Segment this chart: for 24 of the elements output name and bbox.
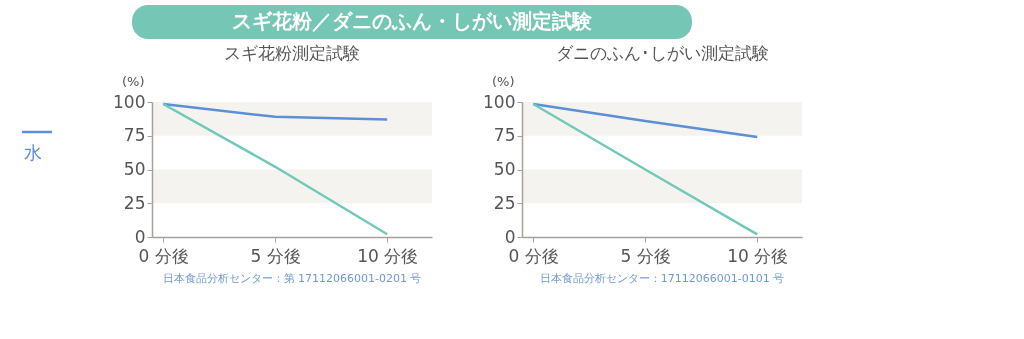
x-tick-label: 5 分後 bbox=[620, 245, 671, 266]
chart-title: ダニのふん･しがい測定試験 bbox=[555, 43, 769, 63]
y-tick-label: 100 bbox=[113, 91, 146, 112]
y-tick-label: 25 bbox=[493, 192, 516, 213]
y-tick-label: 0 bbox=[134, 226, 146, 247]
legend-label: 水 bbox=[24, 142, 42, 163]
y-tick-label: 50 bbox=[493, 159, 516, 179]
y-tick-label: 75 bbox=[123, 125, 146, 146]
y-tick-label: 100 bbox=[483, 91, 516, 112]
text: スギ花粉／ダニのふん・しがい測定試験 bbox=[232, 9, 593, 33]
x-tick-label: 0 分後 bbox=[138, 245, 189, 266]
y-tick-label: 50 bbox=[123, 159, 146, 179]
x-tick-label: 0 分後 bbox=[508, 245, 559, 266]
text: 日本食品分析センター：17112066001-0101 号 bbox=[539, 272, 785, 285]
chart-title: スギ花粉測定試験 bbox=[224, 43, 360, 63]
y-axis-title: (%) bbox=[492, 73, 515, 89]
y-tick-label: 75 bbox=[493, 125, 516, 146]
y-tick-label: 0 bbox=[504, 226, 516, 247]
text: 日本食品分析センター：第 17112066001-0201 号 bbox=[162, 272, 422, 285]
x-tick-label: 10 分後 bbox=[357, 245, 419, 266]
y-axis-title: (%) bbox=[122, 73, 145, 89]
y-tick-label: 25 bbox=[123, 192, 146, 213]
x-tick-label: 5 分後 bbox=[250, 245, 301, 266]
x-tick-label: 10 分後 bbox=[727, 245, 789, 266]
